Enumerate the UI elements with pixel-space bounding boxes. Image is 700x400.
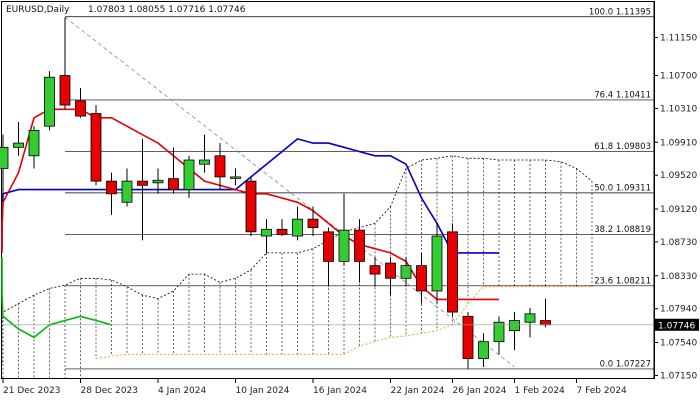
candle-body xyxy=(400,265,412,279)
current-price-text: 1.07746 xyxy=(658,321,695,331)
time-tick-label: 4 Jan 2024 xyxy=(158,386,206,396)
price-tick-label: 1.07540 xyxy=(660,339,697,349)
candlesticks xyxy=(0,17,551,369)
candle-body xyxy=(385,262,396,279)
fib-level-label: 50.0 1.09311 xyxy=(594,183,651,193)
time-tick-label: 22 Jan 2024 xyxy=(391,386,445,396)
time-tick-label: 26 Jan 2024 xyxy=(453,386,507,396)
candle-body xyxy=(199,159,210,165)
candle-body xyxy=(106,180,117,195)
senkou-span-b-line xyxy=(95,286,592,359)
candle-body xyxy=(13,142,24,148)
fib-level-label: 76.4 1.10411 xyxy=(594,90,651,100)
chart-ohlc-label: 1.07803 1.08055 1.07716 1.07746 xyxy=(88,5,246,15)
candle-body xyxy=(524,313,536,323)
trendline xyxy=(64,16,515,368)
price-tick-label: 1.07150 xyxy=(660,371,697,381)
price-tick-label: 1.08330 xyxy=(660,272,697,282)
candle-body xyxy=(137,180,148,186)
candle-body xyxy=(168,178,179,190)
candle-body xyxy=(307,218,319,228)
time-tick-label: 28 Dec 2023 xyxy=(81,386,139,396)
trendline-layer xyxy=(64,16,515,368)
senkou-span-a-line xyxy=(1,155,593,363)
candle-body xyxy=(323,231,334,262)
candle-body xyxy=(416,265,427,292)
candle-body xyxy=(90,113,102,182)
candle-body xyxy=(478,341,489,359)
time-tick-label: 10 Jan 2024 xyxy=(236,386,290,396)
candle-body xyxy=(28,130,40,157)
time-tick-label: 16 Jan 2024 xyxy=(313,386,367,396)
candle-body xyxy=(431,235,443,292)
kijun-sen-line xyxy=(1,138,499,254)
candle-body xyxy=(493,321,505,343)
candle-body xyxy=(509,320,520,332)
fib-level-label: 100.0 1.11395 xyxy=(589,7,651,17)
candle-body xyxy=(152,179,164,184)
current-price-box xyxy=(655,318,699,331)
chart-symbol-label: EURUSD,Daily xyxy=(6,5,70,15)
candle-body xyxy=(354,229,365,262)
candle-body xyxy=(369,265,381,275)
fibonacci-levels: 100.0 1.11395 76.4 1.10411 61.8 1.09803 50.… xyxy=(65,7,654,369)
candle-body xyxy=(462,315,474,359)
candle-body xyxy=(292,218,303,237)
chikou-span-line xyxy=(1,257,112,339)
price-axis: 1.11150 1.10700 1.10310 1.09910 1.09520 1.091… xyxy=(654,33,697,381)
price-tick-label: 1.11150 xyxy=(660,33,697,43)
candle-body xyxy=(214,155,226,178)
candle-body xyxy=(59,75,71,106)
candle-body xyxy=(261,228,272,237)
candle-body xyxy=(75,100,86,117)
price-tick-label: 1.09120 xyxy=(660,205,697,215)
candle-body xyxy=(276,228,288,235)
price-tick-label: 1.08730 xyxy=(660,238,697,248)
time-tick-label: 1 Feb 2024 xyxy=(515,386,566,396)
fib-level-label: 61.8 1.09803 xyxy=(594,142,651,152)
candle-body xyxy=(447,231,458,313)
time-tick-label: 21 Dec 2023 xyxy=(3,386,61,396)
candle-body xyxy=(230,176,241,179)
price-tick-label: 1.09910 xyxy=(660,138,697,148)
fib-level-label: 23.6 1.08211 xyxy=(594,276,651,286)
candle-body xyxy=(338,229,350,262)
candle-body xyxy=(245,180,257,233)
price-tick-label: 1.09520 xyxy=(660,171,697,181)
price-tick-label: 1.10310 xyxy=(660,104,697,114)
candle-body xyxy=(183,159,195,190)
fib-level-label: 38.2 1.08819 xyxy=(594,225,651,235)
time-tick-label: 7 Feb 2024 xyxy=(577,386,628,396)
time-axis: 21 Dec 2023 28 Dec 2023 4 Jan 2024 10 Jan 2… xyxy=(2,378,628,396)
current-price-tag: 1.07746 xyxy=(1,318,699,331)
candle-body xyxy=(540,320,551,326)
price-tick-label: 1.07940 xyxy=(660,305,697,315)
candle-body xyxy=(44,76,55,127)
fib-level-label: 0.0 1.07227 xyxy=(600,359,651,369)
price-tick-label: 1.10700 xyxy=(660,72,697,82)
candle-body xyxy=(0,146,9,169)
candle-body xyxy=(121,180,133,203)
